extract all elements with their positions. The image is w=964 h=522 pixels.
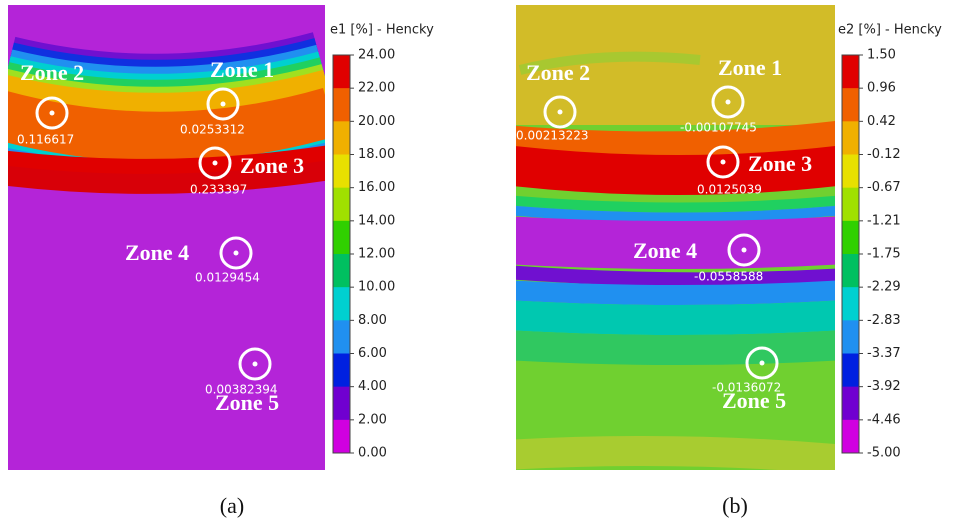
zone-point <box>557 109 563 115</box>
colorbar-segment <box>333 187 350 222</box>
colorbar-segment <box>842 121 859 155</box>
colorbar-segment <box>333 353 350 388</box>
zone-label: Zone 4 <box>125 240 189 265</box>
colorbar-label: -1.75 <box>867 247 901 262</box>
zone-marker <box>706 145 740 179</box>
zone-point <box>233 250 239 256</box>
colorbar-label: -5.00 <box>867 446 901 461</box>
colorbar-label: -4.46 <box>867 412 901 427</box>
colorbar-segment <box>842 187 859 222</box>
colorbar-label: 22.00 <box>358 81 395 96</box>
zone-marker <box>206 87 240 121</box>
zone-label: Zone 2 <box>20 60 84 85</box>
colorbar-label: 2.00 <box>358 412 387 427</box>
zone-value: -0.0558588 <box>694 270 763 284</box>
zone-point <box>49 110 55 116</box>
zone-label: Zone 5 <box>722 388 786 413</box>
zone-value: 0.0125039 <box>697 183 762 197</box>
zone-value: -0.00107745 <box>680 121 757 135</box>
colorbar-segment <box>333 55 350 89</box>
zone-point <box>252 361 258 367</box>
colorbar-label: 20.00 <box>358 114 395 129</box>
zone-value: 0.00382394 <box>205 383 278 397</box>
zone-marker <box>35 96 69 130</box>
zone-point <box>212 160 218 166</box>
colorbar-segment <box>842 254 859 288</box>
colorbar-label: 14.00 <box>358 213 395 228</box>
colorbar-label: -1.21 <box>867 213 901 228</box>
colorbar-label: 0.96 <box>867 81 896 96</box>
zone-label: Zone 5 <box>215 390 279 415</box>
zone-marker <box>745 346 779 380</box>
colorbar-label: 16.00 <box>358 180 395 195</box>
zone-label: Zone 1 <box>718 55 782 80</box>
zone-label: Zone 1 <box>210 57 274 82</box>
colorbar-segment <box>842 154 859 189</box>
zone-value: 0.0253312 <box>180 123 245 137</box>
colorbar-segment <box>842 55 859 89</box>
colorbar-title: e1 [%] - Hencky <box>330 23 434 38</box>
colorbar-segment <box>333 254 350 288</box>
colorbar-label: 12.00 <box>358 247 395 262</box>
colorbar-segment <box>333 88 350 122</box>
panel-caption: (a) <box>220 493 244 518</box>
zone-value: 0.233397 <box>190 183 247 197</box>
colorbar-title: e2 [%] - Hencky <box>838 23 942 38</box>
zone-marker <box>727 233 761 267</box>
colorbar-segment <box>333 320 350 354</box>
panel-caption: (b) <box>722 493 748 518</box>
colorbar-label: 24.00 <box>358 48 395 63</box>
colorbar-segment <box>842 220 859 255</box>
colorbar-label: 18.00 <box>358 147 395 162</box>
colorbar-label: 4.00 <box>358 379 387 394</box>
zone-label: Zone 2 <box>526 60 590 85</box>
zone-point <box>725 99 731 105</box>
colorbar-label: 0.00 <box>358 446 387 461</box>
zone-label: Zone 3 <box>748 151 812 176</box>
colorbar-label: -3.37 <box>867 346 901 361</box>
zone-point <box>759 360 765 366</box>
zone-value: 0.116617 <box>17 133 74 147</box>
colorbar-label: 6.00 <box>358 346 387 361</box>
zone-value: -0.0136072 <box>712 381 781 395</box>
colorbar-segment <box>842 320 859 354</box>
colorbar-label: -0.67 <box>867 180 901 195</box>
strain-map-b <box>516 5 835 470</box>
colorbar-segment <box>333 154 350 189</box>
colorbar-label: 0.42 <box>867 114 896 129</box>
colorbar-segment <box>842 353 859 388</box>
colorbar-label: -2.83 <box>867 313 901 328</box>
colorbar-label: -2.29 <box>867 280 901 295</box>
zone-label: Zone 4 <box>633 238 697 263</box>
colorbar-segment <box>333 419 350 454</box>
colorbar-segment <box>842 88 859 122</box>
zone-marker <box>238 347 272 381</box>
zone-value: 0.0129454 <box>195 271 260 285</box>
zone-marker <box>711 85 745 119</box>
colorbar-label: 10.00 <box>358 280 395 295</box>
zone-point <box>720 159 726 165</box>
zone-label: Zone 3 <box>240 153 304 178</box>
zone-marker <box>543 95 577 129</box>
colorbar-label: -0.12 <box>867 147 901 162</box>
zone-value: 0.00213223 <box>516 129 589 143</box>
zone-marker <box>198 146 232 180</box>
colorbar-label: 8.00 <box>358 313 387 328</box>
colorbar-segment <box>842 386 859 421</box>
zone-point <box>220 101 226 107</box>
colorbar-segment <box>842 287 859 321</box>
colorbar-segment <box>842 419 859 454</box>
zone-marker <box>219 236 253 270</box>
colorbar-segment <box>333 287 350 321</box>
colorbar-label: 1.50 <box>867 48 896 63</box>
colorbar-segment <box>333 220 350 255</box>
colorbar-label: -3.92 <box>867 379 901 394</box>
colorbar-segment <box>333 121 350 155</box>
zone-point <box>741 247 747 253</box>
colorbar-segment <box>333 386 350 421</box>
